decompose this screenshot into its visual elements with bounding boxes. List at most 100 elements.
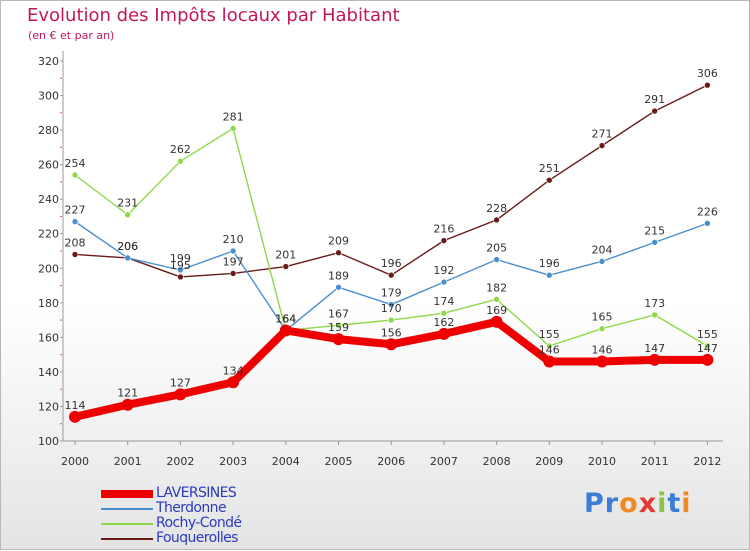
point-therdonne-2007 [440, 278, 448, 286]
data-label-fouquerolles-2007: 216 [433, 223, 454, 236]
point-therdonne-2003 [229, 247, 237, 255]
y-tick-label-300: 300 [38, 90, 59, 103]
data-label-rochy-conde-2010: 165 [592, 311, 613, 324]
x-tick-label-2010: 2010 [588, 455, 616, 468]
point-fouquerolles-2010 [598, 142, 606, 149]
point-rochy-conde-2011 [651, 311, 659, 319]
data-label-fouquerolles-2011: 291 [644, 93, 665, 106]
point-fouquerolles-2000 [71, 251, 79, 258]
y-tick-label-180: 180 [38, 297, 59, 310]
y-tick-label-100: 100 [38, 435, 59, 448]
legend-item-laversines: LAVERSINES [101, 486, 361, 501]
y-tick-label-220: 220 [38, 228, 59, 241]
point-therdonne-2008 [493, 256, 500, 263]
point-fouquerolles-2011 [651, 107, 659, 115]
data-label-therdonne-2001: 206 [117, 240, 138, 253]
data-label-laversines-2004: 164 [275, 312, 296, 325]
point-therdonne-2012 [704, 220, 711, 227]
point-laversines-2007 [437, 327, 450, 340]
data-label-laversines-2000: 114 [65, 399, 86, 412]
point-laversines-2006 [385, 338, 398, 351]
data-label-fouquerolles-2003: 197 [223, 255, 244, 268]
chart-title: Evolution des Impôts locaux par Habitant [27, 5, 400, 26]
point-rochy-conde-2012 [704, 342, 711, 350]
point-rochy-conde-2002 [177, 157, 184, 165]
chart-subtitle: (en € et par an) [28, 29, 115, 42]
point-rochy-conde-2009 [545, 342, 553, 350]
point-rochy-conde-2010 [598, 325, 606, 333]
legend-item-rochy-conde: Rochy-Condé [101, 516, 361, 531]
data-label-therdonne-2002: 199 [170, 252, 191, 265]
data-label-laversines-2001: 121 [117, 387, 138, 400]
data-label-laversines-2003: 134 [223, 364, 244, 377]
legend-label-rochy-conde: Rochy-Condé [156, 515, 242, 531]
data-label-therdonne-2012: 226 [697, 205, 718, 218]
point-fouquerolles-2002 [177, 273, 184, 281]
data-label-rochy-conde-2004: 164 [275, 312, 296, 325]
point-therdonne-2005 [335, 283, 342, 291]
point-fouquerolles-2004 [282, 263, 290, 270]
legend-label-laversines: LAVERSINES [156, 485, 237, 501]
data-label-fouquerolles-2010: 271 [592, 128, 613, 141]
data-label-rochy-conde-2006: 170 [381, 302, 402, 315]
point-laversines-2005 [332, 333, 345, 346]
data-label-laversines-2012: 147 [697, 342, 718, 355]
y-tick-label-260: 260 [38, 159, 59, 172]
y-tick-label-140: 140 [38, 366, 59, 379]
point-fouquerolles-2003 [229, 270, 237, 277]
legend-swatch-rochy-conde [101, 523, 153, 525]
data-label-fouquerolles-2000: 208 [65, 236, 86, 249]
point-laversines-2009 [543, 355, 556, 368]
legend-swatch-therdonne [101, 508, 153, 510]
point-fouquerolles-2005 [335, 249, 342, 257]
data-label-therdonne-2007: 192 [433, 264, 454, 277]
y-tick-label-160: 160 [38, 331, 59, 344]
data-label-laversines-2006: 156 [381, 326, 402, 339]
point-fouquerolles-2012 [704, 81, 711, 89]
data-label-fouquerolles-2008: 228 [486, 202, 507, 215]
data-label-fouquerolles-2012: 306 [697, 67, 718, 80]
data-label-laversines-2010: 146 [592, 344, 613, 357]
proxiti-logo: Proxiti [584, 488, 692, 519]
point-laversines-2004 [279, 324, 292, 337]
legend: LAVERSINES Therdonne Rochy-Condé Fouquer… [101, 486, 361, 546]
x-tick-label-2004: 2004 [272, 455, 300, 468]
data-label-therdonne-2005: 189 [328, 269, 349, 282]
point-therdonne-2009 [545, 271, 553, 279]
data-label-therdonne-2010: 204 [592, 243, 613, 256]
y-tick-label-200: 200 [38, 262, 59, 275]
point-therdonne-2006 [387, 301, 395, 308]
point-fouquerolles-2009 [545, 176, 553, 184]
data-label-therdonne-2006: 179 [381, 287, 402, 300]
data-label-rochy-conde-2008: 182 [486, 281, 507, 294]
data-label-fouquerolles-2001: 206 [117, 240, 138, 253]
legend-item-fouquerolles: Fouquerolles [101, 531, 361, 546]
point-fouquerolles-2008 [493, 216, 500, 224]
data-label-laversines-2005: 159 [328, 321, 349, 334]
data-label-rochy-conde-2005: 167 [328, 307, 349, 320]
point-laversines-2008 [490, 315, 503, 328]
point-laversines-2000 [69, 410, 81, 423]
point-rochy-conde-2001 [124, 211, 131, 219]
series-line-fouquerolles [74, 84, 709, 278]
y-tick-label-280: 280 [38, 124, 59, 137]
x-tick-label-2003: 2003 [219, 455, 247, 468]
x-tick-label-2008: 2008 [483, 455, 511, 468]
data-label-rochy-conde-2007: 174 [433, 295, 454, 308]
data-label-fouquerolles-2009: 251 [539, 162, 560, 175]
data-label-rochy-conde-2001: 231 [117, 197, 138, 210]
data-label-therdonne-2003: 210 [223, 233, 244, 246]
legend-label-therdonne: Therdonne [156, 500, 227, 516]
x-tick-label-2006: 2006 [377, 455, 405, 468]
point-rochy-conde-2000 [71, 171, 79, 179]
point-rochy-conde-2006 [387, 316, 395, 324]
data-label-fouquerolles-2002: 195 [170, 259, 191, 272]
point-laversines-2001 [121, 398, 134, 411]
x-tick-label-2012: 2012 [693, 455, 721, 468]
point-fouquerolles-2006 [387, 271, 395, 279]
x-tick-label-2002: 2002 [166, 455, 194, 468]
data-label-rochy-conde-2003: 281 [223, 110, 244, 123]
data-label-rochy-conde-2002: 262 [170, 143, 191, 156]
legend-label-fouquerolles: Fouquerolles [156, 530, 238, 546]
x-tick-label-2011: 2011 [641, 455, 669, 468]
